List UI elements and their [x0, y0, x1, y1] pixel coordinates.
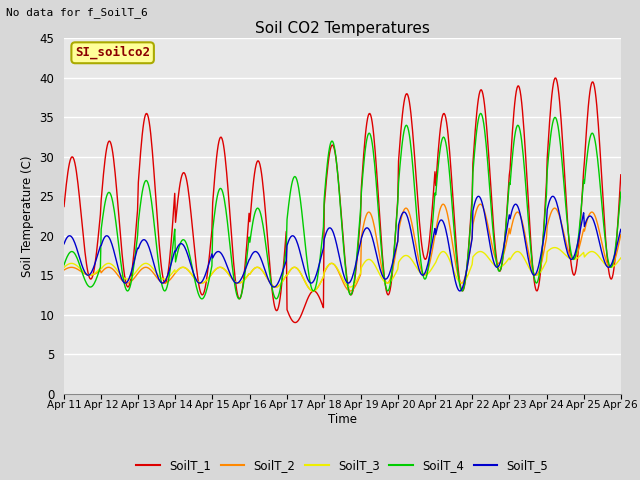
Text: No data for f_SoilT_6: No data for f_SoilT_6 — [6, 7, 148, 18]
Text: SI_soilco2: SI_soilco2 — [75, 46, 150, 60]
Title: Soil CO2 Temperatures: Soil CO2 Temperatures — [255, 21, 430, 36]
X-axis label: Time: Time — [328, 413, 357, 426]
Y-axis label: Soil Temperature (C): Soil Temperature (C) — [21, 155, 34, 277]
Legend: SoilT_1, SoilT_2, SoilT_3, SoilT_4, SoilT_5: SoilT_1, SoilT_2, SoilT_3, SoilT_4, Soil… — [132, 455, 553, 477]
